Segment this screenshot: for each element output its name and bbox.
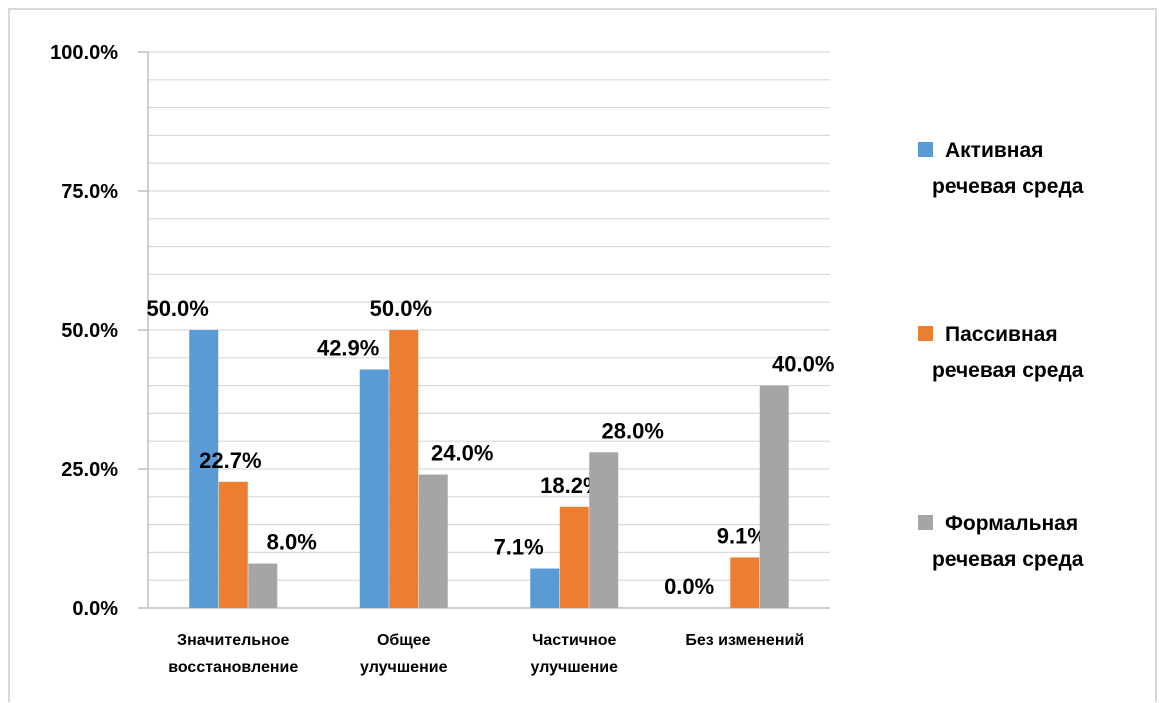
legend-label: речевая среда: [932, 548, 1084, 571]
data-label: 50.0%: [146, 296, 208, 321]
data-label: 7.1%: [494, 535, 544, 560]
y-tick-label: 0.0%: [72, 598, 118, 620]
y-tick-label: 25.0%: [61, 459, 118, 481]
x-category-label: Без изменений: [685, 632, 804, 649]
bar: [359, 369, 389, 608]
bar: [218, 481, 248, 608]
x-category-label: Частичное: [532, 632, 616, 649]
y-tick-label: 75.0%: [61, 181, 118, 203]
bar: [248, 563, 278, 608]
bar: [559, 506, 589, 608]
x-category-label: Значительное: [177, 632, 289, 649]
data-label: 0.0%: [664, 574, 714, 599]
chart-frame: [8, 8, 1157, 702]
bar: [389, 330, 419, 608]
x-category-label: восстановление: [168, 659, 298, 676]
bar: [730, 557, 760, 608]
y-tick-label: 100.0%: [50, 42, 118, 64]
legend-label: речевая среда: [932, 175, 1084, 198]
x-category-label: улучшение: [531, 659, 619, 676]
y-tick-label: 50.0%: [61, 320, 118, 342]
legend-label: Формальная: [945, 512, 1078, 535]
data-label: 28.0%: [602, 418, 664, 443]
bar: [589, 452, 619, 608]
bar: [530, 568, 560, 608]
x-category-label: улучшение: [360, 659, 448, 676]
legend-swatch: [918, 142, 933, 157]
bar: [418, 474, 448, 608]
bar: [189, 330, 219, 608]
data-label: 24.0%: [431, 441, 493, 466]
data-label: 22.7%: [199, 448, 261, 473]
data-label: 40.0%: [772, 352, 834, 377]
data-label: 50.0%: [370, 296, 432, 321]
legend-label: речевая среда: [932, 359, 1084, 382]
legend-swatch: [918, 515, 933, 530]
bar: [759, 385, 789, 608]
legend-label: Активная: [945, 139, 1043, 162]
legend-swatch: [918, 326, 933, 341]
legend-label: Пассивная: [945, 323, 1058, 346]
data-label: 9.1%: [717, 523, 767, 548]
x-category-label: Общее: [377, 632, 431, 649]
data-label: 8.0%: [267, 530, 317, 555]
data-label: 42.9%: [317, 335, 379, 360]
